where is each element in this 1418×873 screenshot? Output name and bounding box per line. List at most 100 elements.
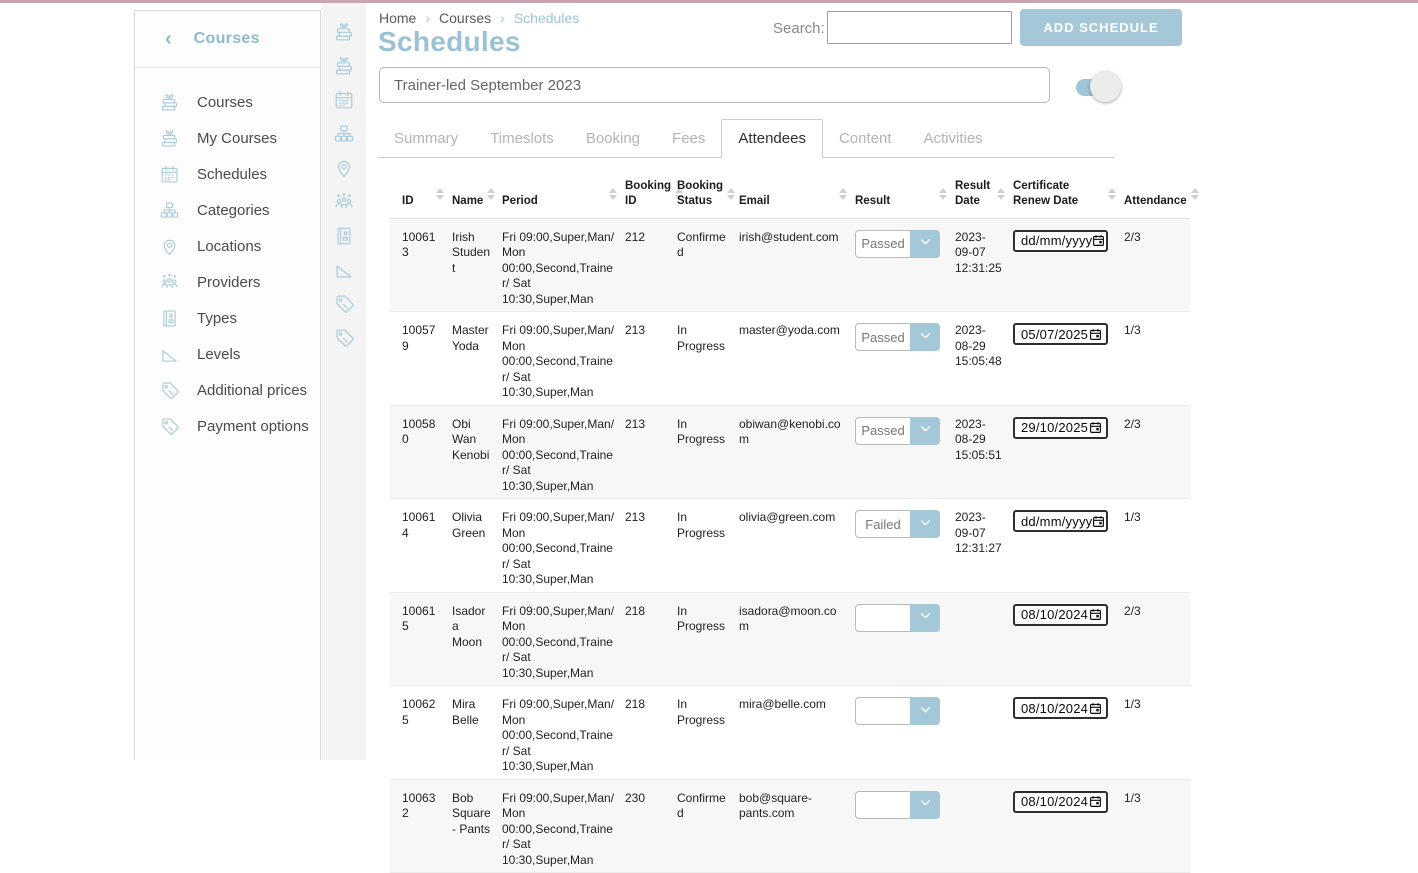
cell-result-date: 2023-08-29 15:05:48 (955, 323, 1002, 369)
column-header-result-date[interactable]: Result Date (955, 171, 1013, 218)
tab-content[interactable]: Content (838, 130, 892, 147)
certificate-renew-date-input[interactable]: 08/10/2024 (1013, 790, 1108, 813)
tab-timeslots[interactable]: Timeslots (490, 130, 554, 147)
icon-rail (322, 3, 366, 760)
column-header-period[interactable]: Period (502, 171, 625, 218)
column-header-id[interactable]: ID (402, 171, 452, 218)
types-icon[interactable] (333, 225, 355, 247)
my-courses-icon[interactable] (333, 55, 355, 77)
sort-arrows-icon (436, 187, 444, 200)
column-header-label: Email (739, 194, 770, 207)
sidebar: ‹ Courses Courses My Courses Schedules Cate… (134, 10, 321, 760)
certificate-renew-date-input[interactable]: dd/mm/yyyy (1013, 229, 1108, 252)
result-select[interactable]: Failed (855, 510, 940, 539)
search-input[interactable] (827, 11, 1012, 44)
cell-attendance: 1/3 (1124, 510, 1141, 525)
sidebar-item-types[interactable]: Types (135, 300, 320, 336)
cell-period: Fri 09:00,Super,Man/ Mon 00:00,Second,Tr… (502, 510, 615, 587)
courses-icon[interactable] (333, 21, 355, 43)
sidebar-item-my-courses[interactable]: My Courses (135, 120, 320, 156)
tab-summary[interactable]: Summary (394, 130, 459, 147)
result-select[interactable]: Passed (855, 229, 940, 258)
chevron-left-icon[interactable]: ‹ (165, 28, 172, 50)
cell-result-date (955, 697, 1013, 775)
attendees-table: ID Name Period Booking ID Booking Status Emai… (390, 171, 1199, 873)
providers-icon[interactable] (333, 191, 355, 213)
date-input-value: dd/mm/yyyy (1021, 513, 1093, 529)
types-icon (159, 308, 180, 329)
tab-attendees[interactable]: Attendees (721, 119, 823, 158)
certificate-renew-date-input[interactable]: 08/10/2024 (1013, 603, 1108, 626)
sidebar-item-additional-prices[interactable]: Additional prices (135, 372, 320, 408)
column-header-booking-status[interactable]: Booking Status (677, 171, 739, 218)
column-header-label: Period (502, 194, 538, 207)
tab-booking[interactable]: Booking (585, 130, 641, 147)
add-schedule-button[interactable]: ADD SCHEDULE (1020, 9, 1182, 46)
certificate-renew-date-input[interactable]: 29/10/2025 (1013, 416, 1108, 439)
column-header-name[interactable]: Name (452, 171, 502, 218)
schedule-name-input[interactable] (379, 67, 1050, 103)
table-row: 100615 Isadora Moon Fri 09:00,Super,Man/ M… (390, 592, 1190, 687)
cell-booking-status: In Progress (677, 697, 726, 727)
sidebar-item-locations[interactable]: Locations (135, 228, 320, 264)
cell-booking-status: In Progress (677, 323, 726, 353)
breadcrumb-item-home[interactable]: Home (379, 10, 417, 26)
sidebar-item-providers[interactable]: Providers (135, 264, 320, 300)
payment-options-icon[interactable] (333, 327, 355, 349)
sidebar-item-courses[interactable]: Courses (135, 84, 320, 120)
locations-icon[interactable] (333, 157, 355, 179)
schedules-icon[interactable] (333, 89, 355, 111)
sidebar-item-label: Courses (197, 93, 253, 111)
providers-icon (159, 272, 180, 293)
payment-options-icon (159, 416, 180, 437)
cell-name: Mira Belle (452, 697, 479, 727)
column-header-label: Name (452, 194, 484, 207)
cell-booking-status: Confirmed (677, 790, 726, 821)
cell-email: obiwan@kenobi.com (739, 416, 841, 447)
tab-fees[interactable]: Fees (672, 130, 706, 147)
additional-prices-icon[interactable] (333, 293, 355, 315)
column-header-certificate-renew-date[interactable]: Certificate Renew Date (1013, 171, 1124, 218)
chevron-down-icon (919, 703, 932, 721)
result-select-value: Failed (855, 510, 910, 539)
breadcrumb-item-courses[interactable]: Courses (439, 10, 492, 26)
cell-result: Passed (855, 416, 955, 495)
column-header-attendance[interactable]: Attendance (1124, 171, 1199, 218)
sidebar-item-label: Payment options (197, 417, 309, 435)
sidebar-item-levels[interactable]: Levels (135, 336, 320, 372)
cell-name: Olivia Green (452, 510, 486, 540)
levels-icon[interactable] (333, 259, 355, 281)
cell-period: Fri 09:00,Super,Man/ Mon 00:00,Second,Tr… (502, 603, 615, 680)
result-select-button (910, 416, 940, 445)
certificate-renew-date-input[interactable]: dd/mm/yyyy (1013, 510, 1108, 533)
schedule-active-toggle[interactable] (1076, 69, 1122, 103)
my-courses-icon (159, 128, 180, 149)
result-select[interactable] (855, 603, 940, 632)
sidebar-title: Courses (193, 30, 260, 47)
sort-arrows-icon (997, 187, 1005, 200)
categories-icon[interactable] (333, 123, 355, 145)
column-header-email[interactable]: Email (739, 171, 855, 218)
table-row: 100614 Olivia Green Fri 09:00,Super,Man/ M… (390, 499, 1190, 593)
result-select-value: Passed (855, 323, 910, 352)
result-select[interactable]: Passed (855, 323, 940, 352)
certificate-renew-date-input[interactable]: 05/07/2025 (1013, 323, 1108, 346)
calendar-icon (1092, 234, 1105, 247)
sidebar-item-payment-options[interactable]: Payment options (135, 408, 320, 444)
column-header-booking-id[interactable]: Booking ID (625, 171, 683, 218)
certificate-renew-date-input[interactable]: 08/10/2024 (1013, 697, 1108, 720)
result-select[interactable] (855, 790, 940, 819)
column-header-result[interactable]: Result (855, 171, 955, 218)
tab-activities[interactable]: Activities (923, 130, 983, 147)
cell-result (855, 697, 955, 775)
tab-bar: Summary Timeslots Booking Fees Attendees Cont… (378, 117, 1114, 158)
cell-email: bob@square-pants.com (739, 790, 812, 821)
result-select[interactable]: Passed (855, 416, 940, 445)
result-select[interactable] (855, 697, 940, 726)
result-select-button (910, 790, 940, 819)
cell-email: mira@belle.com (739, 697, 826, 712)
cell-name: Isadora Moon (452, 603, 486, 649)
sidebar-item-categories[interactable]: Categories (135, 192, 320, 228)
sidebar-item-schedules[interactable]: Schedules (135, 156, 320, 192)
toggle-knob (1090, 71, 1121, 102)
